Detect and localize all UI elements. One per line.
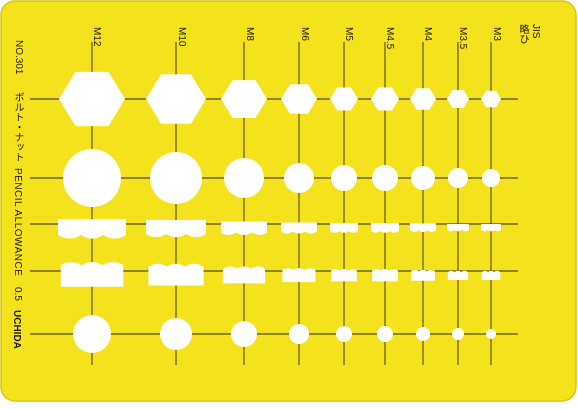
nut-side-cutout [148,263,204,286]
small-circle-cutout [336,326,352,342]
circle-cutout [411,166,435,190]
size-label-m3: M3 [491,27,502,41]
small-circle-cutout [73,315,111,353]
cutouts [58,71,501,353]
hexagon-nut-cutout [281,84,317,114]
small-circle-cutout [231,321,257,347]
bolt-head-side-cutout [221,221,267,235]
small-circle-cutout [377,326,393,342]
nut-side-cutout [331,268,357,282]
hexagon-nut-cutout [371,87,399,111]
allowance-value: 0.5 [12,287,23,301]
title-japanese: ボルト・ナット [12,92,23,162]
model-number: NO.301 [13,40,24,75]
nut-side-cutout [481,270,501,281]
small-circle-cutout [160,318,192,350]
bolt-head-side-cutout [410,223,436,233]
small-circle-cutout [452,328,464,340]
nut-side-cutout [282,268,316,283]
nut-side-cutout [372,268,398,282]
bolt-head-side-cutout [371,223,399,233]
nut-side-cutout [411,269,435,281]
hexagon-nut-cutout [146,74,206,124]
brand-logo: UCHIDA [11,310,22,349]
bolt-head-side-cutout [447,224,469,232]
small-circle-cutout [416,327,430,341]
circle-cutout [63,149,121,207]
size-label-m6: M6 [299,27,310,41]
bolt-head-side-cutout [481,224,501,232]
hexagon-nut-cutout [447,90,469,108]
circle-cutout [224,158,264,198]
circle-cutout [150,152,202,204]
circle-cutout [448,168,468,188]
size-label-m8: M8 [244,27,255,41]
size-label-m3-5: M3.5 [457,27,468,50]
nut-side-cutout [60,261,124,287]
bolt-head-side-cutout [281,222,317,234]
nut-side-cutout [222,266,266,284]
hexagon-nut-cutout [410,88,436,110]
size-label-m12: M12 [91,27,102,47]
bolt-head-side-cutout [58,219,126,239]
small-circle-cutout [486,329,496,339]
standard-note: 略ひ [517,24,528,44]
circle-cutout [331,165,357,191]
hexagon-nut-cutout [221,80,267,118]
circle-cutout [284,163,314,193]
bolt-head-side-cutout [146,220,206,238]
bolt-head-side-cutout [330,223,358,233]
size-label-m10: M10 [176,27,187,47]
circle-cutout [482,169,500,187]
size-label-m4: M4 [422,27,433,41]
standard-label: JIS [530,24,541,39]
hexagon-nut-cutout [59,71,125,127]
title-english: PENCIL ALLOWANCE [12,168,23,277]
size-label-m5: M5 [343,27,354,41]
small-circle-cutout [289,324,309,344]
size-label-m4-5: M4.5 [384,27,395,50]
nut-side-cutout [447,270,469,281]
hexagon-nut-cutout [481,90,501,108]
circle-cutout [372,165,398,191]
hexagon-nut-cutout [330,87,358,111]
